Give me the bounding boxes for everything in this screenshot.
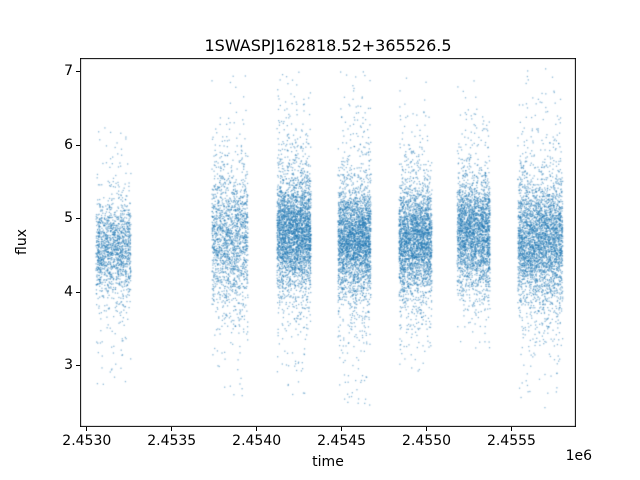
y-tick-mark bbox=[76, 365, 80, 367]
chart-title: 1SWASPJ162818.52+365526.5 bbox=[204, 36, 452, 55]
x-tick-mark bbox=[256, 427, 258, 431]
y-tick-mark bbox=[76, 291, 80, 293]
x-tick-mark bbox=[510, 427, 512, 431]
x-tick-mark bbox=[86, 427, 88, 431]
y-tick-label: 4 bbox=[64, 283, 73, 300]
scatter-plot-canvas bbox=[80, 58, 576, 427]
x-tick-label: 2.4540 bbox=[232, 433, 282, 449]
x-tick-label: 2.4550 bbox=[402, 433, 452, 449]
y-tick-mark bbox=[76, 144, 80, 146]
x-tick-mark bbox=[171, 427, 173, 431]
x-tick-label: 2.4535 bbox=[147, 433, 197, 449]
x-tick-label: 2.4530 bbox=[62, 433, 112, 449]
y-tick-label: 3 bbox=[64, 357, 73, 374]
x-tick-mark bbox=[341, 427, 343, 431]
x-tick-label: 2.4555 bbox=[486, 433, 536, 449]
y-tick-mark bbox=[76, 71, 80, 73]
y-tick-mark bbox=[76, 218, 80, 220]
x-axis-label: time bbox=[312, 454, 344, 470]
y-tick-label: 7 bbox=[64, 63, 73, 80]
x-tick-label: 2.4545 bbox=[317, 433, 367, 449]
y-tick-label: 6 bbox=[64, 136, 73, 153]
x-axis-offset-label: 1e6 bbox=[565, 448, 592, 464]
y-tick-label: 5 bbox=[64, 210, 73, 227]
y-axis-label: flux bbox=[14, 229, 30, 255]
x-tick-mark bbox=[426, 427, 428, 431]
